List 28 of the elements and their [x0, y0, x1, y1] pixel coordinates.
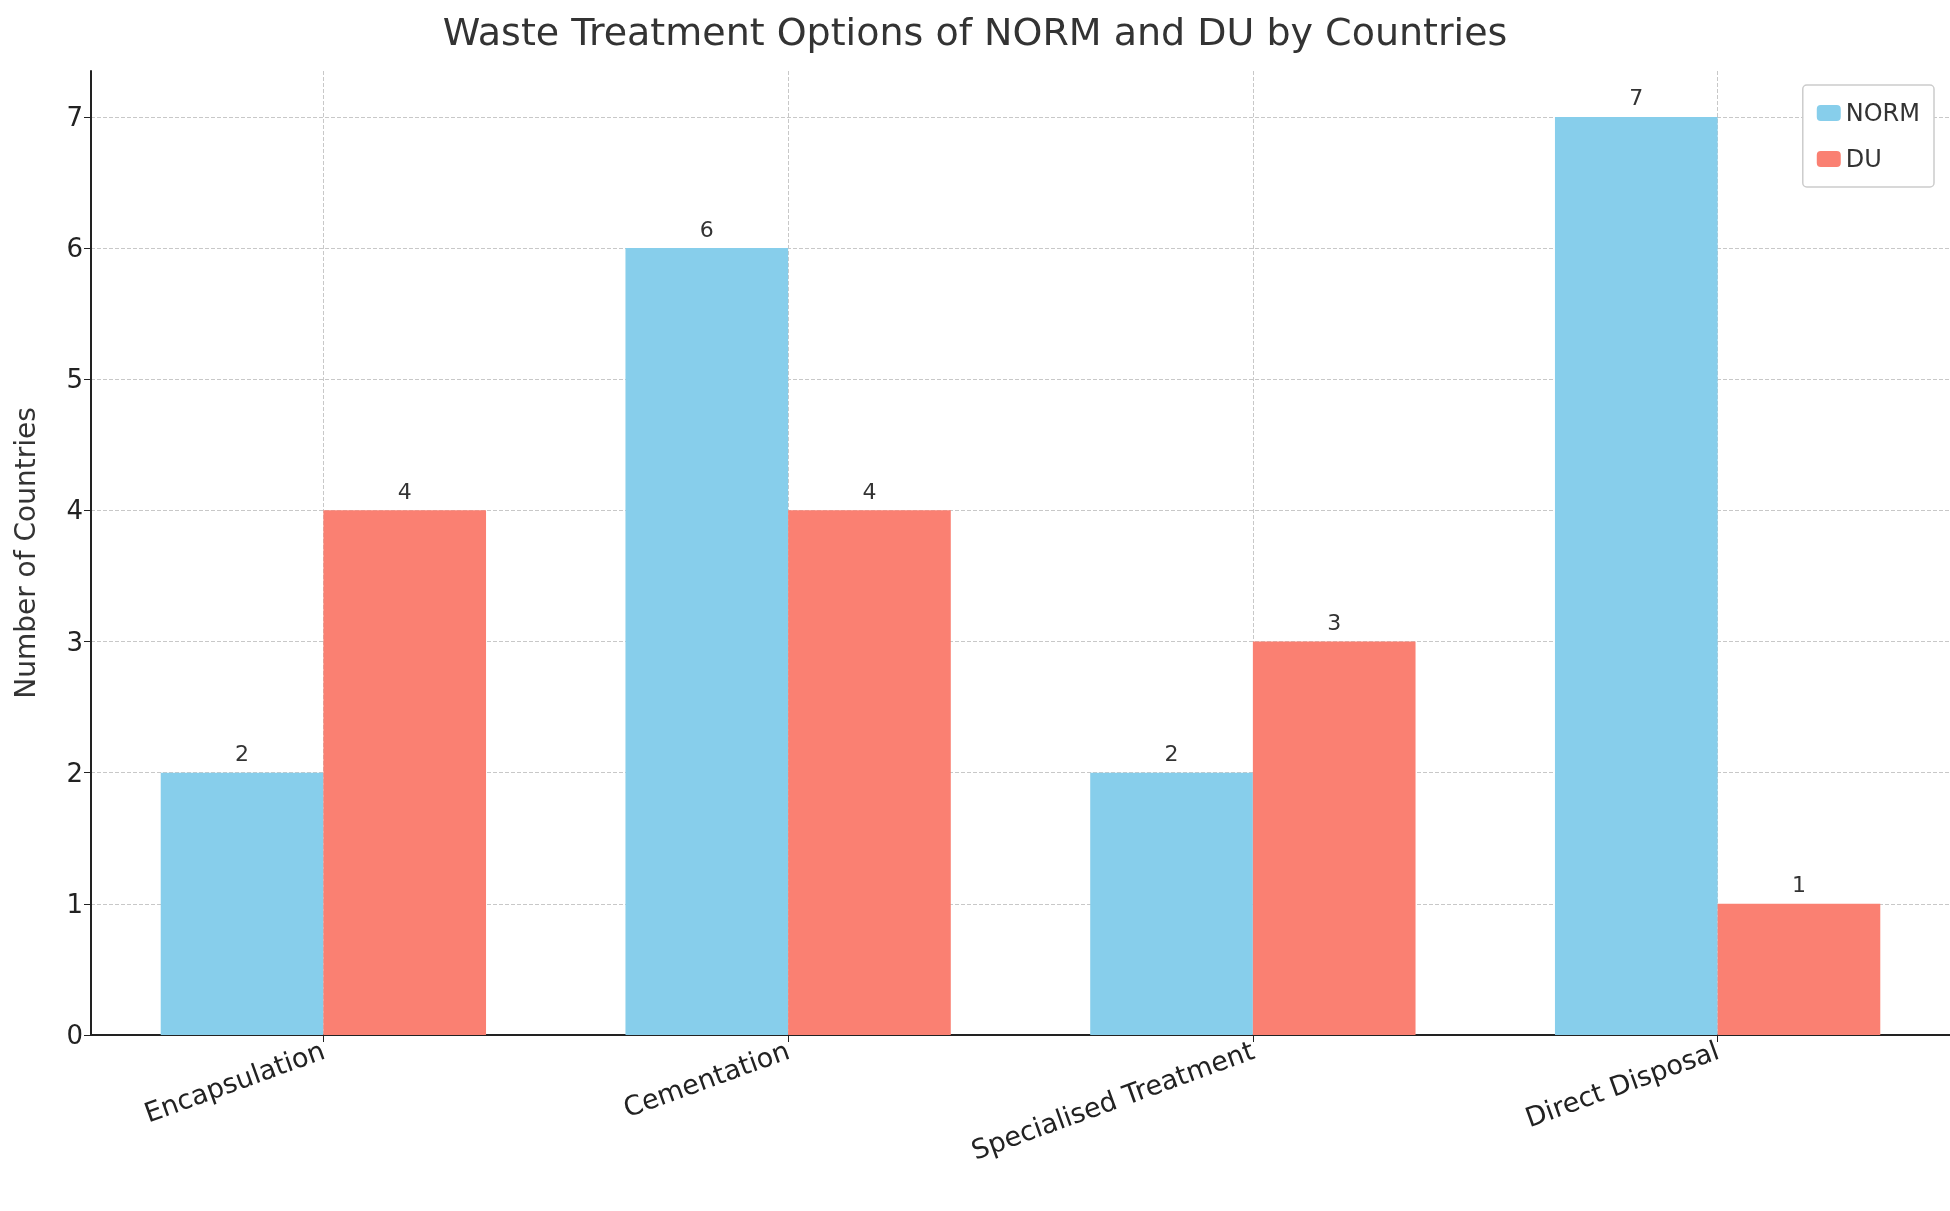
y-tick-label: 6 [66, 233, 83, 264]
y-tick-label: 7 [66, 101, 83, 132]
y-tick-label: 4 [66, 495, 83, 526]
y-tick-label: 1 [66, 888, 83, 919]
bar [160, 772, 324, 1035]
y-tick-label: 5 [66, 364, 83, 395]
y-tick-label: 2 [66, 757, 83, 788]
data-label: 4 [397, 478, 412, 504]
bar [1554, 116, 1718, 1035]
data-label: 2 [1164, 741, 1179, 767]
chart-title: Waste Treatment Options of NORM and DU by Countries [442, 10, 1508, 54]
y-tick-label: 0 [66, 1020, 83, 1050]
data-label: 1 [1791, 872, 1806, 898]
data-label: 7 [1629, 85, 1644, 111]
legend-label: DU [1845, 145, 1882, 173]
y-axis-title: Number of Countries [8, 407, 42, 699]
data-label: 2 [235, 741, 250, 767]
bar [1717, 903, 1881, 1035]
legend-label: NORM [1845, 99, 1921, 127]
bar [625, 248, 789, 1035]
bar [1252, 641, 1416, 1035]
bar [1090, 772, 1253, 1035]
data-label: 6 [699, 216, 714, 242]
data-label: 4 [862, 478, 877, 504]
data-label: 3 [1327, 610, 1342, 636]
y-tick-label: 3 [66, 626, 83, 657]
bar [788, 510, 951, 1035]
bar [323, 510, 487, 1035]
